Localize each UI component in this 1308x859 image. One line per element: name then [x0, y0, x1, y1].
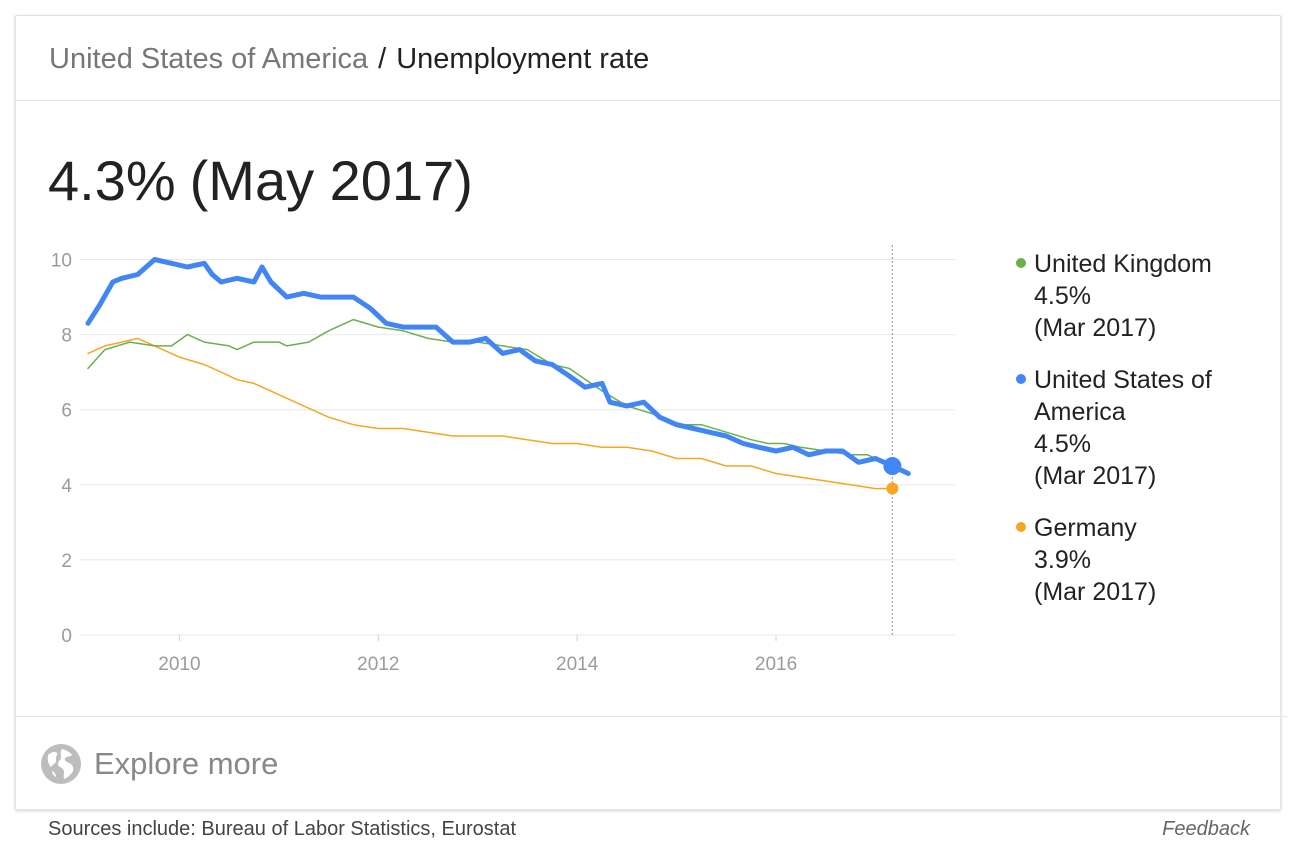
legend-name: United States of	[1034, 366, 1212, 394]
y-tick-label: 2	[61, 551, 72, 572]
x-tick-label: 2014	[556, 654, 599, 675]
x-tick-label: 2012	[357, 654, 399, 675]
y-tick-label: 8	[61, 326, 72, 347]
globe-icon	[41, 744, 81, 784]
legend-date: (Mar 2017)	[1034, 314, 1157, 342]
card-header: United States of America / Unemployment ra…	[16, 16, 1280, 101]
breadcrumb-separator: /	[378, 43, 387, 75]
legend-name: United Kingdom	[1034, 250, 1212, 278]
legend-value: 3.9%	[1034, 546, 1091, 574]
legend-name-cont: America	[1034, 398, 1126, 426]
x-tick-label: 2016	[755, 654, 797, 675]
series-point-united-states-of-america	[883, 457, 902, 476]
series-point-germany	[886, 482, 899, 495]
legend-value: 4.5%	[1034, 282, 1091, 310]
legend-date: (Mar 2017)	[1034, 462, 1157, 490]
series-line-united-states-of-america	[85, 257, 911, 476]
feedback-link[interactable]: Feedback	[1162, 818, 1250, 840]
explore-more-link[interactable]: Explore more	[40, 742, 278, 786]
sources-text: Sources include: Bureau of Labor Statist…	[48, 818, 517, 840]
legend-item-usa[interactable]: United States of America 4.5% (Mar 2017)	[1016, 364, 1266, 492]
breadcrumb-topic: Unemployment rate	[396, 43, 650, 75]
knowledge-card: United States of America / Unemployment ra…	[15, 15, 1288, 810]
explore-more-label: Explore more	[94, 746, 279, 781]
legend-item-germany[interactable]: Germany 3.9% (Mar 2017)	[1016, 512, 1266, 608]
footer-divider	[16, 716, 1288, 717]
breadcrumb: United States of America / Unemployment ra…	[49, 39, 649, 79]
legend-name: Germany	[1034, 514, 1137, 542]
legend-value: 4.5%	[1034, 430, 1091, 458]
legend-item-uk[interactable]: United Kingdom 4.5% (Mar 2017)	[1016, 248, 1266, 344]
headline-value: 4.3%	[48, 149, 176, 212]
legend-dot-usa	[1016, 374, 1026, 384]
chart-legend: United Kingdom 4.5% (Mar 2017) United St…	[1016, 248, 1266, 628]
legend-dot-uk	[1016, 258, 1026, 268]
series-line-germany	[87, 337, 894, 490]
breadcrumb-location-link[interactable]: United States of America	[49, 43, 369, 75]
x-tick-label: 2010	[158, 654, 200, 675]
legend-dot-germany	[1016, 522, 1026, 532]
y-tick-label: 10	[51, 251, 72, 272]
headline-stat: 4.3% (May 2017)	[48, 146, 473, 216]
y-tick-label: 0	[61, 626, 72, 647]
legend-date: (Mar 2017)	[1034, 578, 1157, 606]
headline-date: (May 2017)	[189, 149, 473, 212]
y-tick-label: 4	[61, 476, 72, 497]
y-tick-label: 6	[61, 401, 72, 422]
